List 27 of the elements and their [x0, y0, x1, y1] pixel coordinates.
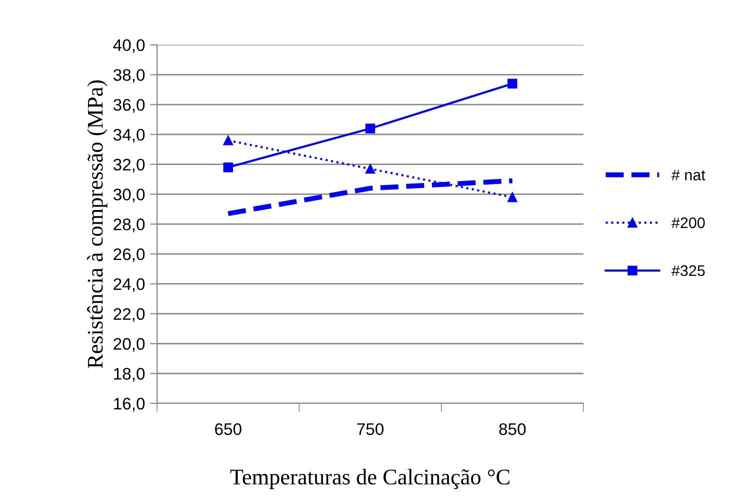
point — [365, 164, 376, 174]
y-tick-label: 40,0 — [113, 39, 145, 53]
legend-label: # nat — [671, 170, 706, 180]
legend-label: #200 — [671, 217, 705, 228]
x-tick-label: 850 — [499, 423, 526, 436]
point — [223, 136, 233, 146]
y-tick-label: 30,0 — [113, 188, 145, 202]
point — [365, 124, 376, 134]
y-tick-label: 26,0 — [114, 248, 145, 262]
y-tick-label: 38,0 — [113, 69, 145, 83]
y-tick-label: 20,0 — [114, 338, 145, 352]
y-tick-label: 34,0 — [113, 128, 145, 143]
y-axis-title: Resistência à compressão (MPa) — [87, 80, 108, 368]
y-tick-label: 24,0 — [114, 278, 145, 292]
legend-label: #325 — [671, 265, 705, 276]
y-tick-label: 32,0 — [113, 158, 145, 173]
x-axis-title: Temperaturas de Calcinação °C — [230, 468, 510, 490]
point — [508, 78, 518, 89]
point — [508, 192, 518, 202]
x-tick-label: 750 — [357, 423, 384, 436]
y-tick-label: 18,0 — [114, 368, 145, 382]
y-tick-label: 28,0 — [114, 218, 145, 232]
y-tick-label: 36,0 — [113, 98, 145, 113]
y-tick-label: 22,0 — [114, 308, 145, 322]
x-tick-label: 650 — [215, 423, 242, 436]
y-tick-label: 16,0 — [114, 398, 145, 412]
point — [223, 162, 233, 172]
